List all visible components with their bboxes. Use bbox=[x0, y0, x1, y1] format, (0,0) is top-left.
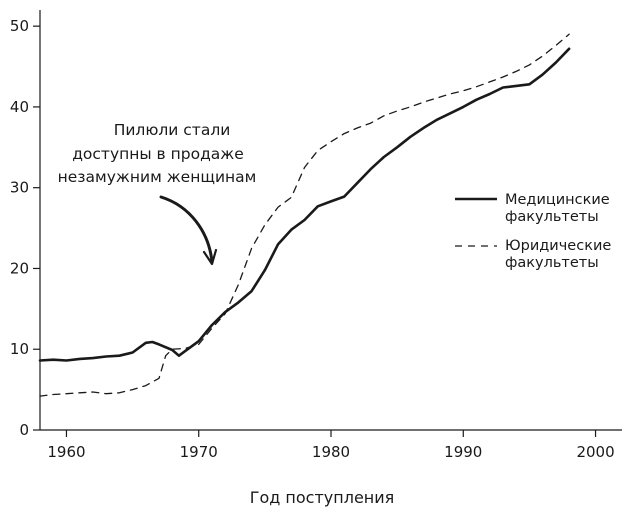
x-tick-label: 1980 bbox=[312, 443, 350, 461]
annotation: Пилюли стали доступны в продаже незамужн… bbox=[58, 121, 257, 266]
axes: 0 10 20 30 40 50 1960 1970 1980 1990 2000 bbox=[10, 10, 622, 461]
legend-label-medical-line-1: Медицинские bbox=[505, 192, 610, 208]
x-axis-title: Год поступления bbox=[250, 488, 395, 507]
x-tick-label: 1990 bbox=[444, 443, 482, 461]
legend: Медицинские факультеты Юридические факул… bbox=[455, 192, 611, 271]
legend-label-medical-line-2: факультеты bbox=[505, 209, 599, 225]
y-tick-label: 20 bbox=[10, 259, 29, 277]
y-ticks: 0 10 20 30 40 50 bbox=[10, 17, 40, 439]
annotation-arrowhead bbox=[202, 248, 218, 266]
legend-label-law-line-2: факультеты bbox=[505, 255, 599, 271]
legend-label-law-line-1: Юридические bbox=[505, 238, 611, 254]
series-group bbox=[38, 33, 571, 397]
series-line-law bbox=[39, 33, 570, 397]
annotation-line-3: незамужним женщинам bbox=[58, 168, 257, 186]
x-tick-label: 1970 bbox=[180, 443, 218, 461]
y-tick-label: 50 bbox=[10, 17, 29, 35]
series-line-medical bbox=[38, 47, 571, 362]
y-tick-label: 0 bbox=[19, 421, 29, 439]
annotation-line-1: Пилюли стали bbox=[114, 121, 231, 139]
x-tick-label: 1960 bbox=[47, 443, 85, 461]
y-tick-label: 10 bbox=[10, 340, 29, 358]
y-tick-label: 40 bbox=[10, 98, 29, 116]
annotation-line-2: доступны в продаже bbox=[72, 145, 244, 163]
y-tick-label: 30 bbox=[10, 179, 29, 197]
x-tick-label: 2000 bbox=[576, 443, 614, 461]
annotation-arrow bbox=[159, 195, 214, 264]
x-ticks: 1960 1970 1980 1990 2000 bbox=[47, 430, 615, 461]
